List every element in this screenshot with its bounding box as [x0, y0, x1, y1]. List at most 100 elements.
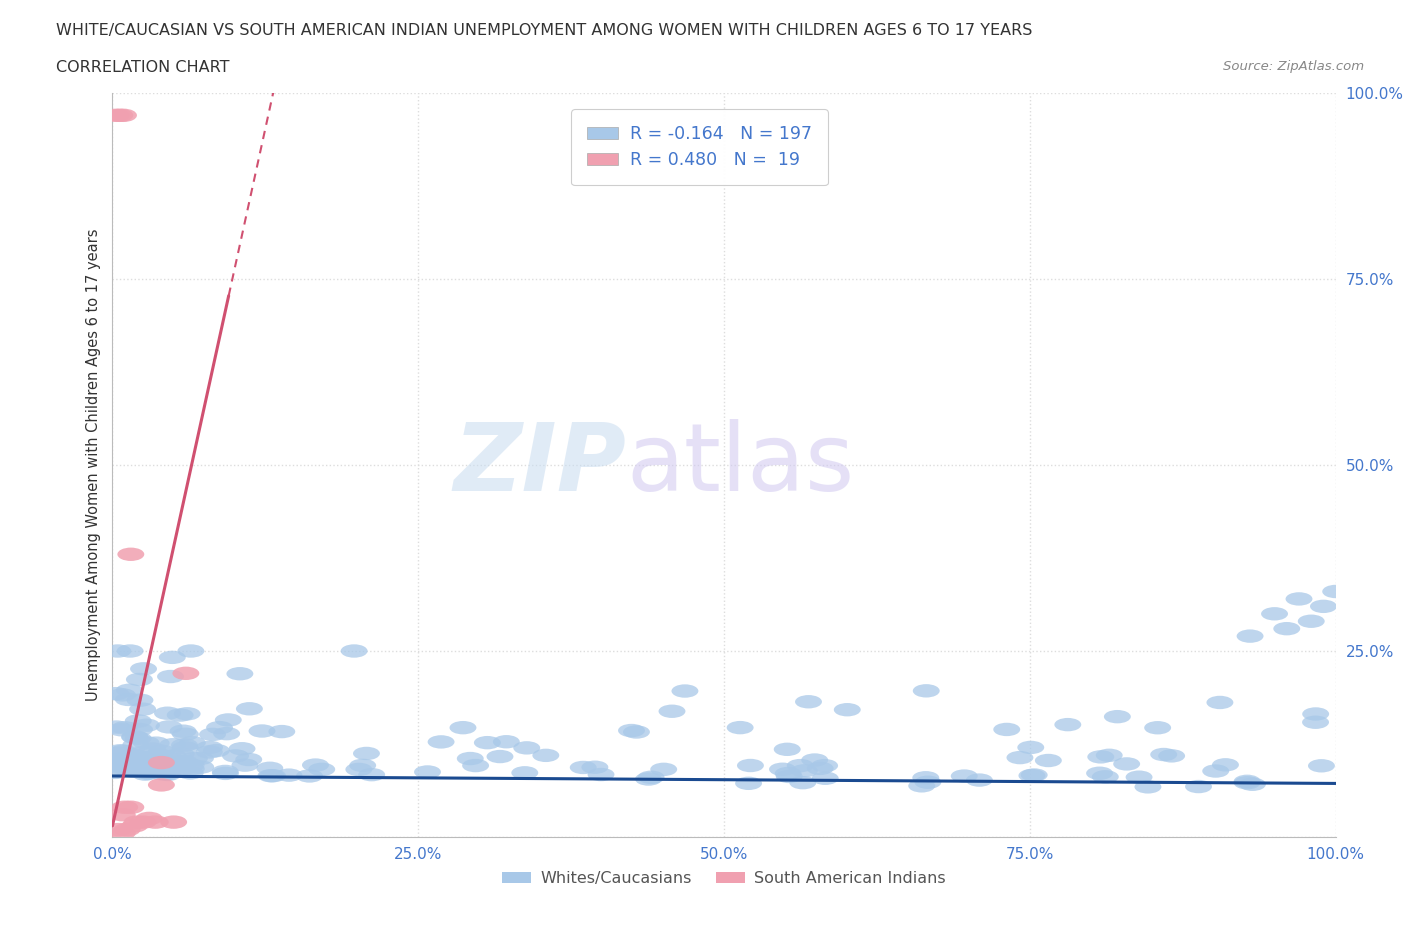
- Ellipse shape: [787, 759, 814, 772]
- Ellipse shape: [789, 776, 817, 790]
- Ellipse shape: [121, 819, 148, 832]
- Ellipse shape: [148, 778, 174, 791]
- Ellipse shape: [125, 750, 152, 764]
- Ellipse shape: [457, 751, 484, 765]
- Ellipse shape: [486, 750, 513, 764]
- Ellipse shape: [1159, 750, 1185, 763]
- Ellipse shape: [124, 816, 150, 829]
- Ellipse shape: [177, 759, 204, 772]
- Ellipse shape: [107, 109, 134, 122]
- Ellipse shape: [132, 751, 159, 765]
- Ellipse shape: [117, 753, 143, 766]
- Ellipse shape: [127, 694, 153, 707]
- Ellipse shape: [108, 827, 136, 840]
- Ellipse shape: [179, 736, 205, 750]
- Ellipse shape: [134, 764, 160, 778]
- Ellipse shape: [134, 766, 160, 779]
- Ellipse shape: [1104, 710, 1130, 724]
- Ellipse shape: [111, 721, 138, 735]
- Ellipse shape: [131, 763, 157, 777]
- Ellipse shape: [202, 744, 229, 757]
- Ellipse shape: [993, 723, 1021, 737]
- Ellipse shape: [122, 759, 149, 773]
- Ellipse shape: [142, 757, 169, 770]
- Ellipse shape: [114, 823, 141, 836]
- Ellipse shape: [582, 761, 609, 774]
- Ellipse shape: [232, 759, 259, 772]
- Ellipse shape: [658, 705, 686, 718]
- Ellipse shape: [1018, 769, 1046, 782]
- Ellipse shape: [110, 745, 136, 758]
- Ellipse shape: [1135, 780, 1161, 793]
- Ellipse shape: [139, 753, 166, 767]
- Ellipse shape: [1322, 585, 1350, 598]
- Ellipse shape: [125, 714, 152, 727]
- Ellipse shape: [117, 548, 145, 561]
- Ellipse shape: [139, 742, 166, 756]
- Ellipse shape: [145, 749, 173, 762]
- Ellipse shape: [1237, 630, 1264, 643]
- Ellipse shape: [735, 777, 762, 790]
- Ellipse shape: [513, 741, 540, 754]
- Ellipse shape: [169, 762, 195, 776]
- Ellipse shape: [121, 730, 148, 744]
- Ellipse shape: [143, 750, 170, 763]
- Ellipse shape: [215, 713, 242, 726]
- Ellipse shape: [142, 737, 170, 750]
- Ellipse shape: [173, 667, 200, 680]
- Ellipse shape: [115, 693, 142, 706]
- Ellipse shape: [494, 735, 520, 749]
- Ellipse shape: [105, 823, 132, 836]
- Ellipse shape: [569, 761, 596, 774]
- Ellipse shape: [117, 801, 145, 814]
- Ellipse shape: [297, 769, 323, 783]
- Ellipse shape: [1114, 757, 1140, 771]
- Ellipse shape: [727, 721, 754, 735]
- Ellipse shape: [672, 684, 699, 698]
- Ellipse shape: [450, 721, 477, 735]
- Ellipse shape: [155, 768, 181, 781]
- Ellipse shape: [132, 736, 159, 750]
- Ellipse shape: [149, 767, 176, 780]
- Ellipse shape: [159, 759, 186, 772]
- Ellipse shape: [792, 764, 818, 777]
- Ellipse shape: [160, 750, 187, 763]
- Ellipse shape: [172, 727, 198, 741]
- Ellipse shape: [349, 759, 377, 772]
- Ellipse shape: [110, 688, 136, 701]
- Ellipse shape: [1185, 780, 1212, 793]
- Ellipse shape: [1054, 718, 1081, 731]
- Ellipse shape: [1310, 600, 1337, 613]
- Ellipse shape: [1018, 740, 1045, 754]
- Ellipse shape: [1261, 607, 1288, 620]
- Ellipse shape: [141, 760, 167, 773]
- Ellipse shape: [650, 763, 678, 776]
- Ellipse shape: [167, 709, 194, 722]
- Ellipse shape: [773, 743, 800, 756]
- Ellipse shape: [103, 687, 129, 700]
- Ellipse shape: [100, 753, 127, 767]
- Ellipse shape: [1233, 775, 1261, 788]
- Ellipse shape: [131, 746, 157, 759]
- Ellipse shape: [159, 759, 186, 772]
- Ellipse shape: [108, 808, 136, 821]
- Legend: Whites/Caucasians, South American Indians: Whites/Caucasians, South American Indian…: [496, 865, 952, 892]
- Ellipse shape: [187, 751, 214, 765]
- Ellipse shape: [122, 760, 150, 773]
- Ellipse shape: [1302, 715, 1329, 729]
- Ellipse shape: [308, 763, 335, 776]
- Ellipse shape: [1087, 751, 1114, 764]
- Ellipse shape: [129, 816, 156, 829]
- Ellipse shape: [129, 764, 156, 777]
- Ellipse shape: [117, 644, 143, 658]
- Ellipse shape: [801, 753, 828, 766]
- Ellipse shape: [623, 725, 650, 738]
- Text: WHITE/CAUCASIAN VS SOUTH AMERICAN INDIAN UNEMPLOYMENT AMONG WOMEN WITH CHILDREN : WHITE/CAUCASIAN VS SOUTH AMERICAN INDIAN…: [56, 23, 1032, 38]
- Ellipse shape: [1202, 764, 1229, 777]
- Ellipse shape: [1285, 592, 1312, 605]
- Ellipse shape: [775, 767, 801, 780]
- Ellipse shape: [1274, 622, 1301, 635]
- Ellipse shape: [1092, 770, 1119, 783]
- Ellipse shape: [150, 764, 179, 777]
- Ellipse shape: [950, 769, 977, 783]
